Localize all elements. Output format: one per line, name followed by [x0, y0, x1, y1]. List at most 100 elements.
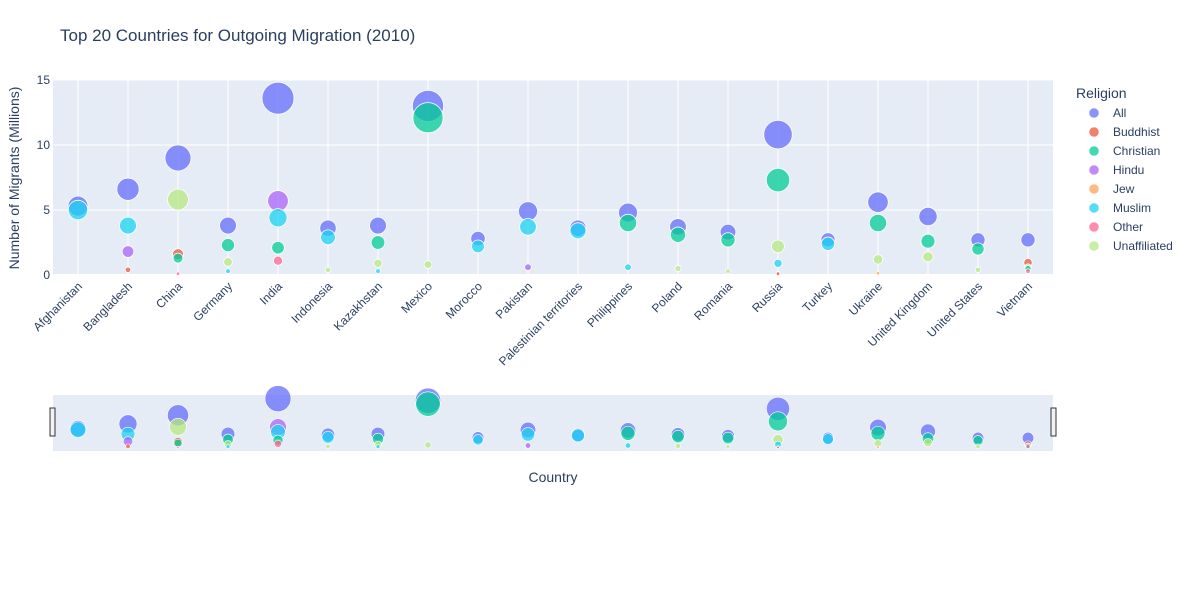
slider-bubble: [424, 441, 432, 449]
bubble-unaffiliated-romania: [725, 268, 731, 274]
slider-bubble: [1025, 444, 1031, 449]
bubble-muslim-turkey: [820, 236, 836, 251]
bubble-all-united-kingdom: [918, 206, 938, 227]
x-tick-label: Vietnam: [994, 279, 1035, 320]
slider-bubble: [923, 438, 933, 448]
slider-bubble: [624, 442, 632, 449]
slider-bubble: [169, 418, 187, 436]
legend-title: Religion: [1076, 85, 1127, 101]
legend-marker-christian: [1088, 145, 1100, 157]
slider-bubble: [472, 434, 484, 446]
bubble-unaffiliated-mexico: [423, 260, 433, 269]
bubble-muslim-indonesia: [320, 229, 336, 246]
bubble-muslim-bangladesh: [119, 216, 137, 235]
bubble-hindu-pakistan: [524, 263, 532, 271]
bubble-unaffiliated-china: [167, 188, 189, 211]
x-tick-label: China: [153, 279, 185, 311]
x-tick-label: Turkey: [800, 279, 836, 315]
bubble-unaffiliated-germany: [223, 257, 233, 267]
bubble-unaffiliated-ukraine: [872, 254, 884, 265]
y-tick-label: 10: [37, 138, 51, 152]
bubble-hindu-india: [267, 190, 289, 212]
bubble-all-russia: [763, 119, 793, 150]
slider-bubble: [264, 385, 292, 412]
slider-bubble: [274, 439, 282, 448]
legend-label-muslim: Muslim: [1113, 201, 1151, 215]
bubble-unaffiliated-united-states: [974, 266, 982, 273]
legend-marker-hindu: [1088, 164, 1100, 176]
bubble-christian-mexico: [412, 102, 444, 134]
y-tick-label: 15: [37, 73, 51, 87]
slider-bubble: [176, 445, 180, 449]
slider-bubble: [325, 443, 331, 449]
bubble-christian-kazakhstan: [370, 235, 386, 250]
bubble-jew-ukraine: [875, 270, 881, 276]
legend-label-jew: Jew: [1113, 182, 1135, 196]
slider-bubble: [524, 442, 532, 449]
bubble-all-pakistan: [517, 201, 539, 222]
bubble-muslim-pakistan: [519, 218, 537, 236]
bubble-muslim-palestinian-territories: [569, 222, 587, 240]
legend-label-other: Other: [1113, 220, 1143, 234]
y-tick-label: 0: [43, 268, 50, 282]
bubble-christian-russia: [765, 167, 791, 193]
bubble-all-bangladesh: [116, 177, 140, 201]
slider-bubble: [415, 391, 441, 417]
bubble-buddhist-russia: [775, 271, 781, 276]
slider-bubble: [768, 411, 788, 432]
legend-label-hindu: Hindu: [1113, 163, 1144, 177]
x-tick-label: Germany: [190, 279, 235, 324]
legend-marker-buddhist: [1088, 126, 1100, 138]
bubble-muslim-philippines: [624, 263, 632, 271]
bubble-all-china: [164, 144, 192, 172]
slider-bubble: [620, 425, 636, 441]
x-tick-label: Romania: [691, 279, 735, 323]
x-axis-title: Country: [528, 469, 577, 485]
legend-marker-jew: [1088, 183, 1100, 195]
x-tick-label: Poland: [649, 279, 685, 315]
bubble-all-kazakhstan: [369, 216, 387, 235]
legend-marker-all: [1088, 107, 1100, 119]
slider-bubble: [721, 431, 735, 445]
slider-bubble: [321, 430, 335, 444]
bubble-christian-ukraine: [868, 213, 888, 233]
bubble-muslim-russia: [773, 258, 783, 268]
bubble-all-india: [261, 81, 295, 115]
bubble-christian-india: [271, 241, 285, 255]
bubble-christian-china: [172, 252, 184, 264]
bubble-christian-united-states: [971, 242, 985, 256]
y-tick-label: 5: [43, 203, 50, 217]
x-tick-label: Russia: [749, 279, 785, 315]
x-tick-label: India: [257, 279, 286, 308]
bubble-buddhist-bangladesh: [124, 266, 132, 273]
bubble-christian-united-kingdom: [920, 233, 936, 249]
slider-bubble: [125, 443, 131, 449]
legend-label-christian: Christian: [1113, 144, 1160, 158]
bubble-other-vietnam: [1025, 268, 1031, 274]
x-tick-label: Morocco: [443, 279, 486, 322]
bubble-hindu-bangladesh: [121, 245, 135, 258]
bubble-unaffiliated-poland: [674, 265, 682, 272]
slider-bubble: [675, 443, 681, 449]
bubble-all-ukraine: [867, 191, 889, 213]
legend-label-buddhist: Buddhist: [1113, 125, 1160, 139]
bubble-muslim-afghanistan: [67, 199, 89, 221]
x-tick-label: Afghanistan: [30, 279, 85, 334]
bubble-all-vietnam: [1020, 232, 1036, 248]
range-slider-right-handle: [1050, 407, 1057, 437]
bubble-unaffiliated-russia: [771, 239, 785, 254]
legend-marker-other: [1088, 221, 1100, 233]
chart-title: Top 20 Countries for Outgoing Migration …: [60, 26, 415, 45]
bubble-christian-philippines: [618, 213, 638, 233]
x-tick-label: Pakistan: [493, 279, 535, 321]
bubble-christian-germany: [221, 238, 235, 253]
legend-marker-muslim: [1088, 202, 1100, 214]
x-tick-label: Ukraine: [846, 279, 885, 318]
bubble-unaffiliated-kazakhstan: [373, 258, 383, 268]
slider-bubble: [671, 430, 685, 444]
x-tick-label: Kazakhstan: [331, 279, 385, 333]
x-tick-label: Bangladesh: [80, 279, 135, 334]
slider-bubble: [69, 421, 87, 438]
legend-label-unaffiliated: Unaffiliated: [1113, 239, 1173, 253]
